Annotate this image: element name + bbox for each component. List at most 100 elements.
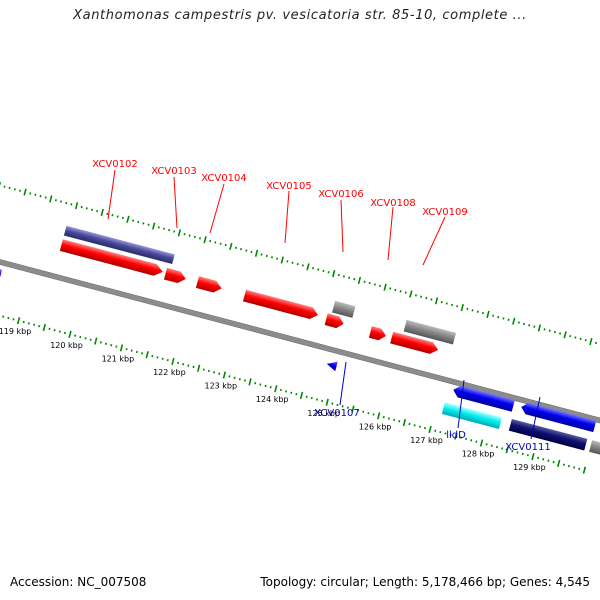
- ruler-minor-tick: [214, 241, 217, 244]
- ruler-minor-tick: [548, 329, 551, 332]
- scale-label: 124 kbp: [256, 395, 289, 404]
- ruler-major-tick: [589, 337, 593, 346]
- ruler-minor-tick: [264, 384, 267, 388]
- gene-arrow-xcv0109b[interactable]: [390, 331, 439, 356]
- ruler-major-tick: [203, 236, 207, 244]
- ruler-major-tick: [325, 398, 329, 406]
- gene-arrow-reverse-b[interactable]: [520, 401, 597, 433]
- ruler-minor-tick: [559, 332, 562, 335]
- ruler-major-tick: [42, 323, 47, 332]
- ruler-minor-tick: [218, 372, 221, 375]
- ruler-minor-tick: [121, 216, 124, 220]
- gene-label-xcv0105[interactable]: XCV0105: [266, 181, 311, 192]
- ruler-minor-tick: [135, 350, 138, 354]
- ruler-minor-tick: [168, 228, 171, 232]
- ruler-major-tick: [222, 371, 227, 379]
- ruler-minor-tick: [408, 422, 411, 426]
- ruler-minor-tick: [213, 371, 216, 374]
- ruler-minor-tick: [342, 275, 345, 278]
- ruler-major-tick: [274, 385, 278, 393]
- ruler-minor-tick: [110, 344, 113, 347]
- ruler-major-tick: [402, 419, 407, 427]
- gene-feature-xcv0106[interactable]: [332, 300, 356, 318]
- ruler-minor-tick: [243, 379, 246, 382]
- ruler-minor-tick: [511, 449, 514, 453]
- ruler-major-tick: [299, 391, 304, 400]
- gene-feature-xcv0102[interactable]: [63, 225, 175, 265]
- ruler-major-tick: [0, 181, 2, 189]
- ruler-major-tick: [460, 304, 464, 312]
- gene-arrow-xcv0108[interactable]: [368, 326, 388, 342]
- gene-label-xcv0107[interactable]: XCV0107: [314, 408, 359, 419]
- ruler-minor-tick: [182, 363, 185, 366]
- gene-arrow-xcv0106b[interactable]: [324, 313, 345, 329]
- ruler-minor-tick: [8, 186, 11, 190]
- gene-feature-lldd[interactable]: [441, 402, 502, 429]
- ruler-minor-tick: [157, 226, 160, 229]
- gene-feature-xcv0109[interactable]: [403, 319, 457, 345]
- ruler-minor-tick: [465, 437, 468, 441]
- ruler-major-tick: [100, 208, 104, 217]
- ruler-minor-tick: [162, 227, 165, 230]
- ruler-minor-tick: [193, 235, 196, 239]
- ruler-minor-tick: [279, 388, 282, 392]
- gene-arrow-xcv0104[interactable]: [163, 267, 187, 285]
- gene-label-xcv0103[interactable]: XCV0103: [151, 166, 196, 177]
- ruler-minor-tick: [378, 284, 382, 288]
- ruler-minor-tick: [449, 433, 452, 437]
- ruler-minor-tick: [141, 352, 144, 355]
- gene-label-lldd[interactable]: lldD: [446, 430, 466, 441]
- ruler-minor-tick: [337, 273, 340, 277]
- ruler-minor-tick: [65, 201, 68, 205]
- map-track: [0, 181, 600, 474]
- scale-label: 119 kbp: [0, 327, 31, 336]
- ruler-minor-tick: [353, 277, 356, 281]
- gene-arrow-xcv0103[interactable]: [59, 239, 165, 277]
- ruler-minor-tick: [413, 424, 416, 427]
- ruler-minor-tick: [497, 315, 500, 319]
- gene-feature-right-edge[interactable]: [589, 440, 600, 462]
- gene-arrow-xcv0107[interactable]: [326, 359, 338, 372]
- ruler-minor-tick: [48, 327, 51, 331]
- ruler-minor-tick: [296, 262, 299, 266]
- ruler-minor-tick: [99, 341, 102, 344]
- scale-labels: 119 kbp 120 kbp 121 kbp 122 kbp 123 kbp 124 k…: [0, 327, 546, 472]
- ruler-major-tick: [357, 276, 362, 285]
- ruler-minor-tick: [151, 354, 154, 358]
- gene-label-xcv0102[interactable]: XCV0102: [92, 159, 137, 170]
- ruler-minor-tick: [228, 375, 231, 378]
- gene-label-xcv0108[interactable]: XCV0108: [370, 198, 415, 209]
- gene-arrow-xcv0105[interactable]: [243, 289, 320, 321]
- ruler-minor-tick: [562, 463, 565, 466]
- ruler-major-tick: [74, 202, 79, 210]
- ruler-minor-tick: [79, 335, 82, 339]
- ruler-minor-tick: [290, 391, 293, 394]
- gene-feature-xcv0111[interactable]: [508, 418, 588, 451]
- ruler-minor-tick: [387, 417, 390, 420]
- gene-label-xcv0111[interactable]: XCV0111: [505, 442, 550, 453]
- ruler-minor-tick: [425, 296, 428, 300]
- ruler-minor-tick: [363, 280, 366, 283]
- gene-label-xcv0109[interactable]: XCV0109: [422, 207, 467, 218]
- gene-label-xcv0106[interactable]: XCV0106: [318, 189, 363, 200]
- ruler-minor-tick: [528, 324, 531, 327]
- gene-arrow-reverse-a[interactable]: [452, 384, 515, 412]
- ruler-minor-tick: [552, 460, 555, 464]
- ruler-minor-tick: [322, 269, 325, 273]
- ruler-minor-tick: [301, 264, 304, 267]
- ruler-minor-tick: [259, 383, 262, 386]
- ruler-minor-tick: [115, 345, 118, 348]
- ruler-major-tick: [23, 188, 27, 196]
- ruler-minor-tick: [27, 322, 30, 325]
- ruler-major-tick: [531, 453, 535, 461]
- ruler-minor-tick: [53, 329, 56, 332]
- gene-label-xcv0104[interactable]: XCV0104: [201, 173, 246, 184]
- ruler-minor-tick: [270, 256, 274, 259]
- ruler-minor-tick: [495, 445, 499, 449]
- scale-label: 126 kbp: [359, 422, 392, 431]
- ruler-major-tick: [16, 317, 21, 325]
- ruler-major-tick: [505, 446, 509, 454]
- ruler-minor-tick: [85, 207, 88, 210]
- lower-range-ruler: [2, 315, 587, 474]
- gene-arrow-xcv0104b[interactable]: [195, 276, 223, 294]
